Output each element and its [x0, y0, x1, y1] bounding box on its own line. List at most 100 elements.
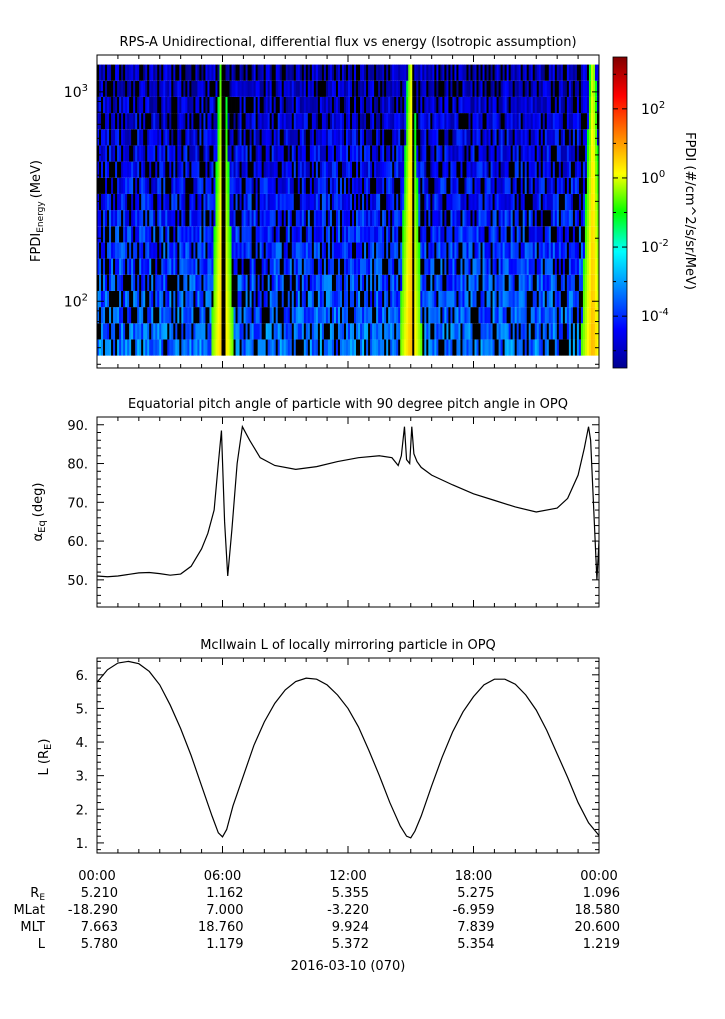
spectrogram-cell	[408, 129, 411, 146]
spectrogram-cell	[257, 274, 261, 291]
spectrogram-cell	[504, 113, 508, 130]
spectrogram-cell	[390, 96, 393, 114]
spectrogram-cell	[129, 129, 132, 146]
spectrogram-cell	[227, 193, 230, 211]
spectrogram-cell	[388, 145, 391, 162]
spectrogram-cell	[323, 96, 327, 114]
spectrogram-cell	[283, 80, 287, 97]
spectrogram-cell	[400, 258, 403, 275]
spectrogram-cell	[400, 64, 403, 81]
spectrogram-cell	[566, 290, 570, 308]
spectrogram-cell	[520, 290, 524, 308]
spectrogram-cell	[470, 210, 473, 227]
spectrogram-cell	[542, 339, 546, 356]
spectrogram-cell	[448, 226, 451, 243]
spectrogram-cell	[386, 307, 389, 324]
colorbar-tick-label-exponent: 2	[659, 100, 665, 111]
spectrogram-cell	[512, 307, 516, 324]
spectrogram-cell	[115, 290, 118, 308]
spectrogram-cell	[319, 64, 323, 81]
spectrogram-cell	[275, 113, 279, 130]
spectrogram-cell	[257, 193, 261, 211]
spectrogram-cell	[582, 210, 586, 227]
spectrogram-cell	[151, 80, 154, 97]
spectrogram-cell	[243, 193, 246, 211]
spectrogram-cell	[364, 161, 367, 178]
spectrogram-cell	[119, 242, 122, 259]
spectrogram-cell	[580, 193, 584, 211]
spectrogram-cell	[392, 96, 395, 114]
spectrogram-cell	[171, 96, 174, 114]
spectrogram-cell	[428, 274, 431, 291]
spectrogram-cell	[422, 242, 425, 259]
spectrogram-cell	[135, 64, 138, 81]
spectrogram-cell	[273, 323, 277, 340]
spectrogram-cell	[520, 96, 524, 114]
spectrogram-cell	[323, 323, 327, 340]
spectrogram-cell	[295, 113, 299, 130]
spectrogram-cell	[249, 290, 253, 308]
spectrogram-cell	[452, 193, 455, 211]
spectrogram-cell	[506, 64, 510, 81]
spectrogram-cell	[155, 64, 158, 81]
spectrogram-cell	[271, 226, 275, 243]
spectrogram-cell	[476, 96, 479, 114]
spectrogram-cell	[502, 307, 506, 324]
spectrogram-cell	[339, 113, 343, 130]
spectrogram-cell	[468, 242, 471, 259]
spectrogram-cell	[354, 242, 357, 259]
spectrogram-cell	[514, 242, 518, 259]
spectrogram-cell	[554, 339, 558, 356]
x-tick-label: 18:00	[455, 869, 492, 884]
spectrogram-cell	[558, 210, 562, 227]
spectrogram-cell	[432, 226, 435, 243]
spectrogram-cell	[520, 258, 524, 275]
spectrogram-cell	[426, 307, 429, 324]
spectrogram-cell	[584, 226, 588, 243]
spectrogram-cell	[237, 113, 240, 130]
spectrogram-cell	[492, 80, 495, 97]
spectrogram-cell	[103, 339, 106, 356]
spectrogram-cell	[580, 323, 584, 340]
spectrogram-cell	[177, 96, 180, 114]
spectrogram-cell	[452, 274, 455, 291]
spectrogram-cell	[434, 145, 437, 162]
spectrogram-cell	[408, 323, 411, 340]
spectrogram-cell	[101, 145, 104, 162]
spectrogram-cell	[203, 80, 206, 97]
spectrogram-cell	[223, 323, 226, 340]
spectrogram-cell	[406, 129, 409, 146]
spectrogram-cell	[386, 226, 389, 243]
spectrogram-cell	[273, 226, 277, 243]
spectrogram-cell	[195, 96, 198, 114]
spectrogram-cell	[474, 210, 477, 227]
spectrogram-cell	[454, 307, 457, 324]
spectrogram-cell	[251, 177, 255, 194]
spectrogram-cell	[570, 113, 574, 130]
spectrogram-cell	[311, 129, 315, 146]
spectrogram-cell	[584, 113, 588, 130]
spectrogram-cell	[135, 307, 138, 324]
spectrogram-cell	[572, 193, 576, 211]
spectrogram-cell	[291, 145, 295, 162]
spectrogram-cell	[113, 323, 116, 340]
spectrogram-cell	[360, 129, 363, 146]
spectrogram-cell	[562, 177, 566, 194]
spectrogram-cell	[378, 258, 381, 275]
spectrogram-cell	[436, 64, 439, 81]
spectrogram-cell	[594, 161, 598, 178]
spectrogram-cell	[245, 307, 248, 324]
spectrogram-cell	[510, 226, 514, 243]
spectrogram-cell	[408, 307, 411, 324]
spectrogram-cell	[362, 339, 365, 356]
spectrogram-cell	[267, 307, 271, 324]
spectrogram-cell	[191, 226, 194, 243]
spectrogram-cell	[167, 113, 170, 130]
spectrogram-cell	[446, 161, 449, 178]
spectrogram-cell	[386, 161, 389, 178]
spectrogram-cell	[580, 80, 584, 97]
spectrogram-cell	[586, 129, 590, 146]
spectrogram-cell	[157, 96, 160, 114]
spectrogram-cell	[422, 258, 425, 275]
spectrogram-cell	[584, 339, 588, 356]
